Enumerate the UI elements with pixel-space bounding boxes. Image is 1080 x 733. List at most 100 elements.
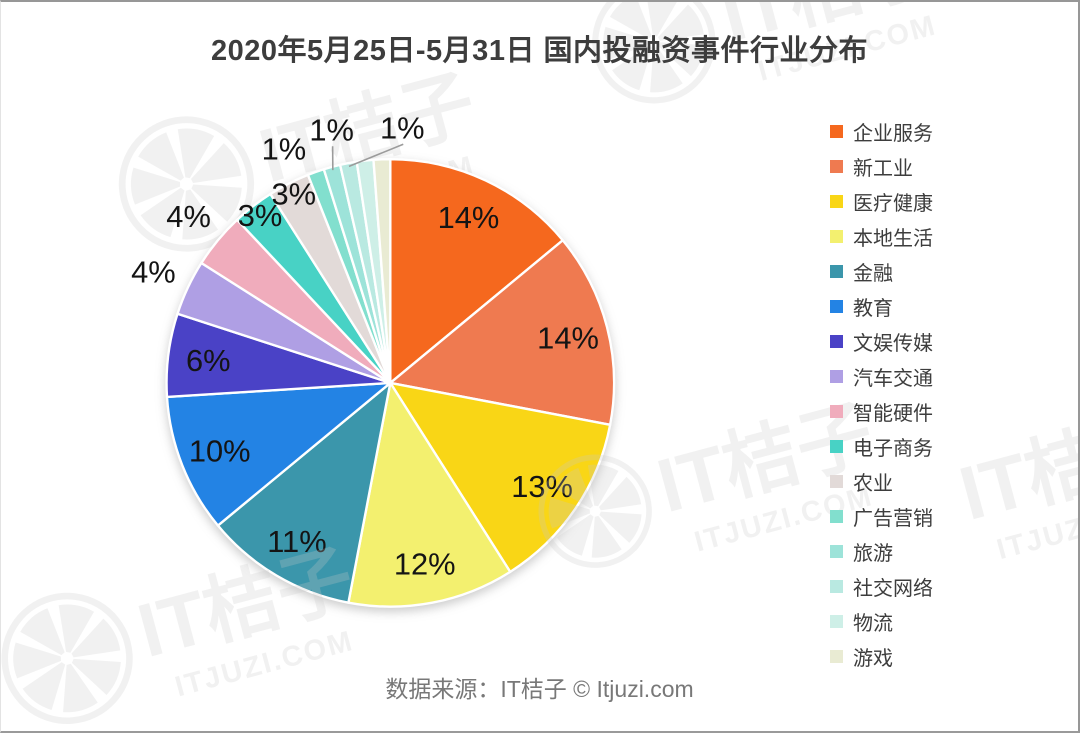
- watermark-wheel-wedge: [603, 26, 649, 61]
- pie-slice-label: 10%: [189, 434, 251, 469]
- legend-swatch: [830, 335, 843, 348]
- pie-slice-label: 3%: [238, 198, 283, 233]
- legend-swatch: [830, 405, 843, 418]
- legend-label: 教育: [853, 298, 893, 320]
- legend-swatch: [830, 370, 843, 383]
- legend-swatch: [830, 580, 843, 593]
- legend-item-4: 金融: [830, 254, 933, 289]
- watermark-wheel-wedge: [138, 132, 184, 181]
- legend-swatch: [830, 160, 843, 173]
- watermark-wheel-wedge: [587, 464, 619, 507]
- legend-label: 广告营销: [853, 508, 933, 530]
- legend-item-12: 旅游: [830, 534, 933, 569]
- legend-label: 新工业: [853, 158, 913, 180]
- pie-slice-label: 4%: [166, 199, 211, 234]
- pie-slice-label: 6%: [186, 343, 231, 378]
- legend-item-11: 广告营销: [830, 499, 933, 534]
- legend-swatch: [830, 650, 843, 663]
- legend-item-3: 本地生活: [830, 219, 933, 254]
- watermark-wheel-wedge: [609, 2, 652, 39]
- watermark-wheel-wedge: [58, 604, 95, 653]
- chart-title: 2020年5月25日-5月31日 国内投融资事件行业分布: [211, 35, 868, 67]
- watermark-wheel-wedge: [599, 476, 642, 511]
- watermark-wheel-wedge: [13, 642, 61, 679]
- pie-slice: [347, 381, 512, 608]
- legend-label: 游戏: [853, 648, 893, 670]
- legend-item-7: 汽车交通: [830, 359, 933, 394]
- legend-item-15: 游戏: [830, 639, 933, 674]
- legend-swatch: [830, 510, 843, 523]
- legend-swatch: [830, 230, 843, 243]
- pie-labels: 14%14%13%12%11%10%6%4%4% 3%3%1%1% 1%: [131, 110, 599, 581]
- watermark-brand-text: IT桔子: [952, 399, 1078, 537]
- watermark-wheel-wedge: [556, 514, 594, 556]
- watermark-wheel-wedge: [71, 618, 121, 658]
- legend-item-2: 医疗健康: [830, 184, 933, 219]
- legend-label: 电子商务: [853, 438, 933, 460]
- legend-swatch: [830, 545, 843, 558]
- pie-slice: [165, 381, 392, 527]
- legend-item-5: 教育: [830, 289, 933, 324]
- legend-item-9: 电子商务: [830, 429, 933, 464]
- legend-swatch: [830, 195, 843, 208]
- legend-swatch: [830, 125, 843, 138]
- legend-item-6: 文娱传媒: [830, 324, 933, 359]
- pie: [165, 157, 616, 608]
- legend-label: 社交网络: [853, 578, 933, 600]
- watermark-wheel-wedge: [182, 189, 219, 240]
- watermark-wheel-wedge: [554, 467, 594, 509]
- pie-slice-label: 11%: [267, 524, 326, 559]
- watermark-wheel-wedge: [177, 128, 215, 179]
- watermark-wheel-wedge: [20, 608, 65, 656]
- legend-item-13: 社交网络: [830, 569, 933, 604]
- legend-item-0: 企业服务: [830, 114, 933, 149]
- legend-item-8: 智能硬件: [830, 394, 933, 429]
- legend-label: 智能硬件: [853, 403, 933, 425]
- legend-label: 企业服务: [853, 123, 933, 145]
- watermark-wheel-wedge: [658, 42, 705, 77]
- pie-slice: [389, 157, 564, 385]
- pie-slice-label: 14%: [438, 200, 500, 235]
- legend-label: 汽车交通: [853, 368, 933, 390]
- watermark-wheel-wedge: [63, 663, 98, 713]
- legend-swatch: [830, 440, 843, 453]
- legend-label: 物流: [853, 613, 893, 635]
- pie-slice-label: 12%: [394, 546, 456, 581]
- watermark-wheel-wedge: [71, 658, 121, 696]
- pie-slice: [389, 239, 616, 427]
- legend-swatch: [830, 475, 843, 488]
- watermark-wheel-wedge: [140, 187, 185, 238]
- watermark-wheel-wedge: [599, 511, 642, 543]
- pie-slice: [372, 157, 392, 385]
- legend-item-14: 物流: [830, 604, 933, 639]
- legend-item-10: 农业: [830, 464, 933, 499]
- pie-slice-label: 4%: [131, 255, 176, 290]
- pie-slice-label: 1%: [262, 131, 307, 166]
- legend-label: 本地生活: [853, 228, 933, 250]
- legend-label: 文娱传媒: [853, 333, 933, 355]
- pie-slice-label: 13%: [511, 469, 573, 504]
- legend-label: 农业: [853, 473, 893, 495]
- watermark-wheel-wedge: [658, 4, 704, 41]
- data-source: 数据来源：IT桔子 © Itjuzi.com: [385, 676, 694, 702]
- legend: 企业服务新工业医疗健康本地生活金融教育文娱传媒汽车交通智能硬件电子商务农业广告营…: [830, 114, 933, 674]
- pie-slice: [216, 381, 392, 604]
- legend-label: 金融: [853, 263, 893, 285]
- watermark-wheel-wedge: [645, 2, 680, 37]
- watermark-wheel-wedge: [191, 184, 242, 222]
- pie-slice-label: 3%: [272, 177, 317, 212]
- legend-swatch: [830, 300, 843, 313]
- legend-label: 旅游: [853, 543, 893, 565]
- watermark-wheel-wedge: [650, 46, 683, 93]
- legend-item-1: 新工业: [830, 149, 933, 184]
- watermark-wheel-wedge: [612, 45, 653, 91]
- legend-swatch: [830, 615, 843, 628]
- watermark-wheel-wedge: [130, 167, 181, 205]
- legend-label: 医疗健康: [853, 193, 933, 215]
- watermark-wheel-wedge: [548, 497, 590, 529]
- watermark-wheel-wedge: [22, 662, 66, 710]
